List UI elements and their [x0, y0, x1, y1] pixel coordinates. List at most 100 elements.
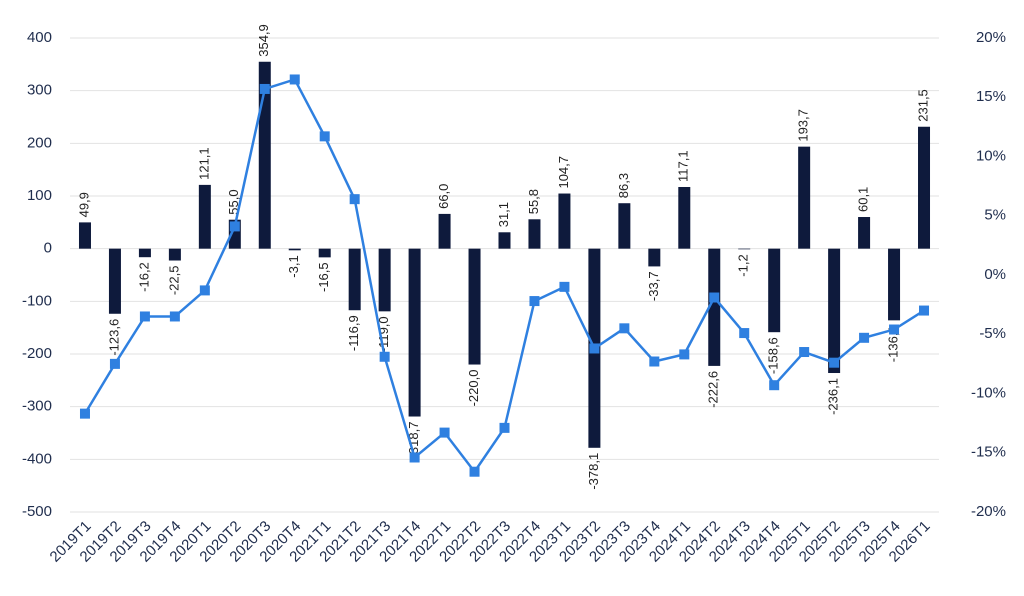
- line-marker: [379, 351, 390, 362]
- line-marker: [709, 292, 720, 303]
- line-marker: [799, 347, 810, 358]
- y-tick-label: 400: [27, 29, 52, 46]
- bar: [138, 248, 151, 258]
- value-label: -16,5: [316, 262, 331, 292]
- line-marker: [139, 311, 150, 322]
- line-marker: [199, 285, 210, 296]
- bar: [798, 146, 811, 249]
- value-label: -136,1: [885, 325, 900, 362]
- y2-tick-label: 0%: [984, 266, 1006, 283]
- bar: [618, 203, 631, 249]
- y2-tick-label: -20%: [971, 503, 1006, 520]
- value-label: -33,7: [646, 271, 661, 301]
- y2-tick-label: 15%: [976, 88, 1006, 105]
- bar: [108, 248, 121, 314]
- line-marker: [679, 349, 690, 360]
- bar: [558, 193, 571, 249]
- line-marker: [349, 194, 360, 205]
- value-label: -318,7: [406, 422, 421, 459]
- line-marker: [469, 466, 480, 477]
- y-tick-label: -100: [22, 292, 52, 309]
- line-marker: [79, 408, 90, 419]
- y-tick-label: -400: [22, 450, 52, 467]
- line-marker: [529, 296, 540, 307]
- line-marker: [289, 74, 300, 85]
- value-label: 354,9: [256, 24, 271, 57]
- bar: [678, 186, 691, 249]
- bar: [648, 248, 661, 267]
- bar: [378, 248, 391, 312]
- y2-tick-label: -10%: [971, 384, 1006, 401]
- line-marker: [109, 358, 120, 369]
- y-tick-label: 100: [27, 187, 52, 204]
- y2-tick-label: -15%: [971, 444, 1006, 461]
- bar: [408, 248, 421, 417]
- line-marker: [859, 332, 870, 343]
- y2-tick-label: -5%: [979, 325, 1006, 342]
- bar: [168, 248, 181, 261]
- line-marker: [649, 356, 660, 367]
- y2-tick-label: 10%: [976, 147, 1006, 164]
- bar: [768, 248, 781, 333]
- value-label: 117,1: [676, 150, 691, 182]
- line-marker: [259, 83, 270, 94]
- line-marker: [739, 328, 750, 339]
- line-marker: [499, 422, 510, 433]
- value-label: 121,1: [196, 147, 211, 180]
- line-marker: [829, 357, 840, 368]
- bar: [528, 219, 541, 249]
- y-tick-label: 0: [44, 240, 52, 257]
- bar: [288, 248, 301, 251]
- value-label: -1,2: [736, 254, 751, 276]
- value-label: -378,1: [586, 453, 601, 490]
- bar: [438, 213, 451, 249]
- bar: [78, 222, 91, 249]
- value-label: -123,6: [106, 319, 121, 356]
- bar: [318, 248, 331, 258]
- line-marker: [919, 305, 930, 316]
- bar: [468, 248, 481, 365]
- value-label: -158,6: [766, 337, 781, 374]
- line-marker: [439, 427, 450, 438]
- value-label: 55,8: [526, 189, 541, 214]
- bar: [198, 184, 211, 249]
- line-marker: [169, 311, 180, 322]
- value-label: 49,9: [76, 192, 91, 217]
- value-label: 86,3: [616, 173, 631, 198]
- y-tick-label: 200: [27, 134, 52, 151]
- line-marker: [589, 343, 600, 354]
- value-label: 31,1: [496, 202, 511, 227]
- line-marker: [889, 324, 900, 335]
- line-marker: [229, 221, 240, 232]
- bar: [348, 248, 361, 311]
- value-label: -22,5: [166, 266, 181, 296]
- y-tick-label: 300: [27, 82, 52, 99]
- y2-tick-label: 20%: [976, 29, 1006, 46]
- line-marker: [319, 131, 330, 142]
- value-label: 60,1: [856, 187, 871, 212]
- value-label: 104,7: [556, 156, 571, 189]
- value-label: 66,0: [436, 184, 451, 209]
- value-label: -220,0: [466, 370, 481, 407]
- bar: [498, 232, 511, 249]
- line-marker: [769, 380, 780, 391]
- bar: [828, 248, 841, 374]
- bar: [858, 217, 871, 249]
- value-label: 231,5: [915, 89, 930, 122]
- line-marker: [619, 323, 630, 334]
- y-tick-label: -500: [22, 503, 52, 520]
- value-label: -236,1: [826, 378, 841, 415]
- value-label: 193,7: [796, 109, 811, 142]
- value-label: -3,1: [286, 255, 301, 277]
- line-marker: [409, 452, 420, 463]
- value-label: -222,6: [706, 371, 721, 408]
- line-marker: [559, 281, 570, 292]
- bar: [708, 248, 721, 366]
- bar: [918, 126, 931, 249]
- value-label: -16,2: [136, 262, 151, 292]
- y-tick-label: -300: [22, 398, 52, 415]
- bar: [738, 248, 751, 250]
- y2-tick-label: 5%: [984, 207, 1006, 224]
- bar: [888, 248, 901, 321]
